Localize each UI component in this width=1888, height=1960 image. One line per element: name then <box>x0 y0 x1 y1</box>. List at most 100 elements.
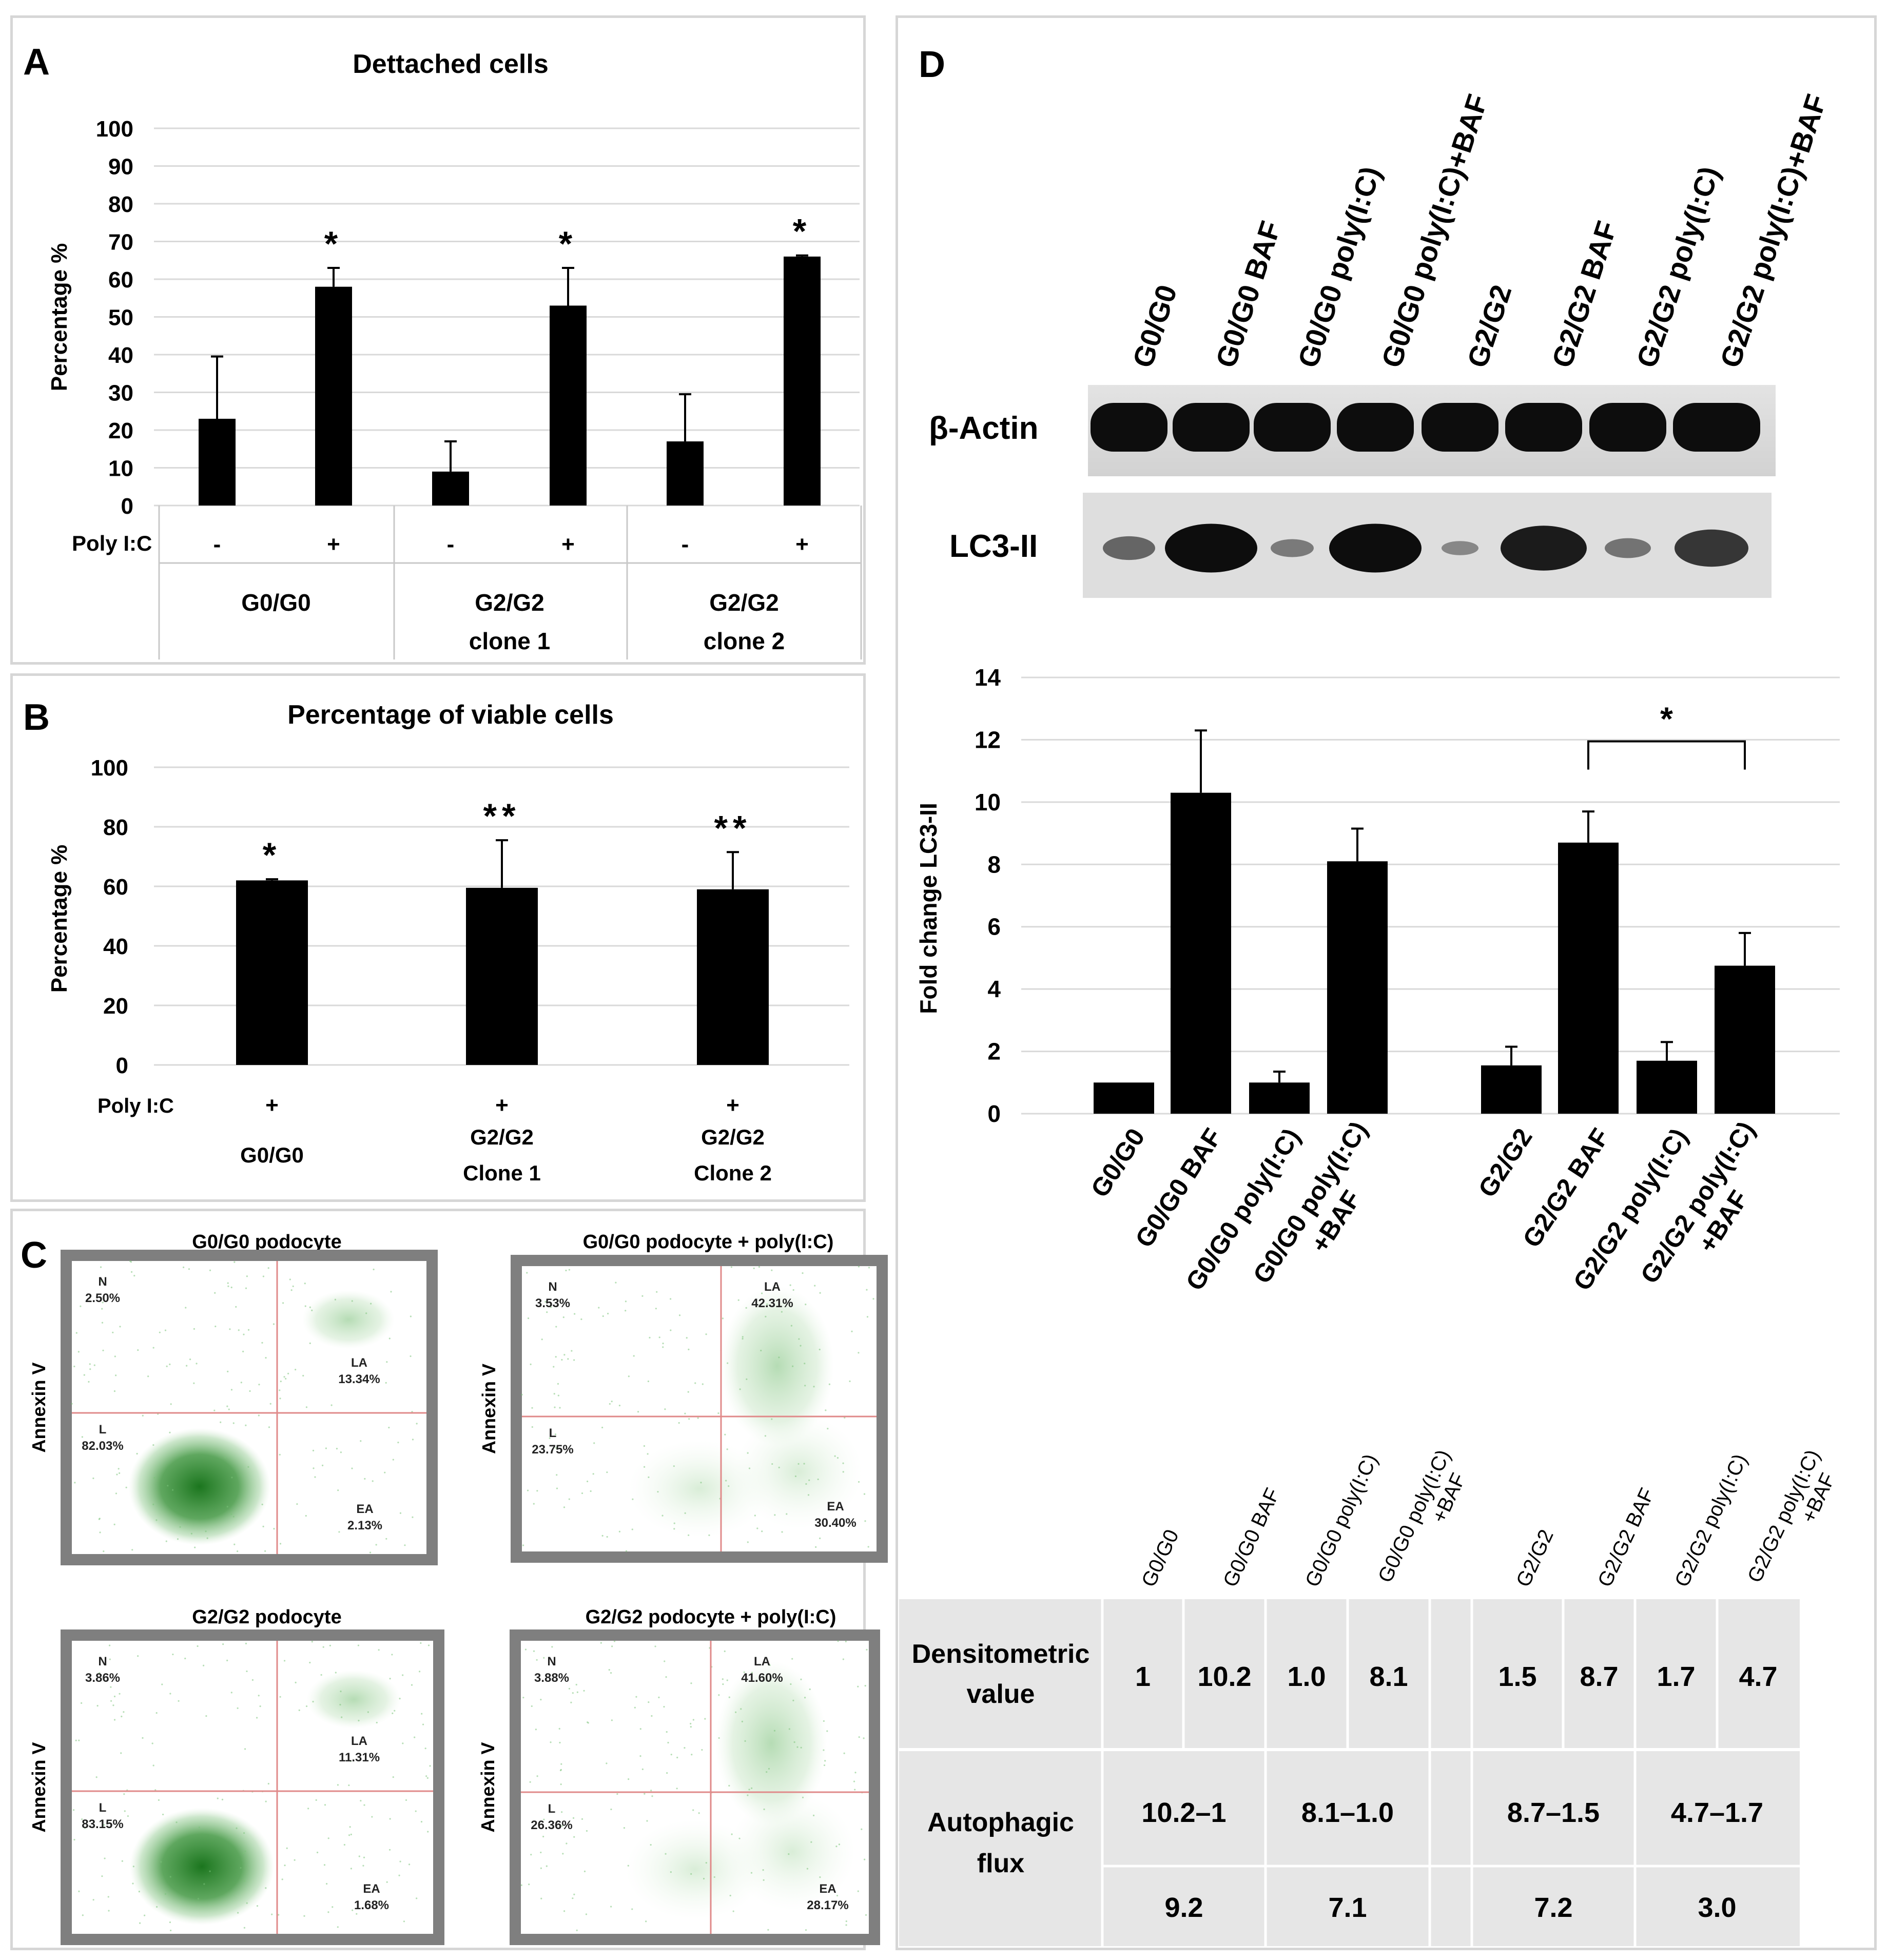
event-dot <box>544 1301 547 1303</box>
event-dot <box>102 1349 104 1351</box>
event-dot <box>209 1870 211 1872</box>
event-dot <box>118 1468 120 1470</box>
quadrant-name: EA <box>363 1882 380 1896</box>
event-dot <box>556 1474 558 1476</box>
event-dot <box>240 1382 242 1384</box>
event-dot <box>373 1268 375 1271</box>
event-dot <box>849 1380 851 1382</box>
event-dot <box>686 1337 688 1339</box>
event-dot <box>230 1286 232 1289</box>
event-dot <box>159 1331 161 1333</box>
event-dot <box>739 1388 741 1390</box>
event-dot <box>246 1275 248 1277</box>
event-dot <box>813 1386 815 1388</box>
event-dot <box>197 1645 199 1647</box>
event-dot <box>256 1905 259 1907</box>
quadrant-percent: 26.36% <box>531 1818 572 1832</box>
event-dot <box>692 1809 694 1811</box>
event-dot <box>858 1481 860 1483</box>
event-dot <box>529 1781 531 1783</box>
event-dot <box>334 1298 337 1301</box>
y-tick-label: 60 <box>103 875 128 900</box>
y-tick-label: 50 <box>108 305 133 331</box>
event-dot <box>703 1877 705 1880</box>
event-dot <box>267 1267 269 1269</box>
event-dot <box>527 1489 529 1491</box>
event-dot <box>744 1740 746 1742</box>
event-dot <box>365 1312 367 1314</box>
y-tick-label: 2 <box>987 1038 1001 1065</box>
y-tick-label: 0 <box>987 1100 1001 1127</box>
event-dot <box>765 1315 767 1317</box>
event-dot <box>827 1428 829 1430</box>
event-dot <box>378 1649 380 1651</box>
event-dot <box>607 1312 609 1315</box>
event-dot <box>718 1737 720 1739</box>
lc3-band <box>1329 523 1422 573</box>
event-dot <box>558 1728 560 1730</box>
category-sign: + <box>726 1093 739 1118</box>
event-dot <box>258 1414 260 1416</box>
bar <box>1327 861 1388 1114</box>
table-column-header: G2/G2 poly(I:C) <box>1670 1450 1751 1590</box>
lc3-band <box>1605 538 1651 558</box>
densitometric-value: 1.0 <box>1287 1661 1326 1692</box>
event-dot <box>427 1831 429 1833</box>
event-dot <box>845 1640 847 1642</box>
event-dot <box>524 1648 527 1651</box>
column-header-line1: G2/G2 <box>1512 1526 1558 1590</box>
column-header-line1: G2/G2 BAF <box>1593 1485 1659 1590</box>
event-dot <box>265 1357 267 1359</box>
event-dot <box>543 1657 545 1659</box>
event-dot <box>593 1442 595 1444</box>
event-dot <box>858 1266 860 1268</box>
event-dot <box>89 1368 91 1370</box>
event-dot <box>836 1894 839 1897</box>
quadrant-name: LA <box>351 1734 367 1748</box>
blot-label-lc3: LC3-II <box>949 529 1038 564</box>
event-dot <box>167 1485 169 1487</box>
event-dot <box>316 1851 319 1854</box>
category-sign: - <box>682 532 689 557</box>
category-label-line1: G2/G2 <box>1473 1123 1538 1202</box>
event-dot <box>155 1519 158 1521</box>
group-label-line2: Clone 2 <box>694 1161 772 1185</box>
event-dot <box>531 1407 533 1409</box>
event-dot <box>655 1308 657 1310</box>
flow-plot: G2/G2 podocyte + poly(I:C) N 3.88% LA 41.60%… <box>477 1606 880 1945</box>
event-dot <box>402 1674 404 1676</box>
event-dot <box>581 1492 583 1495</box>
event-dot <box>285 1377 287 1380</box>
densitometric-label-line1: Densitometric <box>912 1639 1090 1669</box>
event-dot <box>193 1382 195 1384</box>
event-dot <box>98 1518 100 1520</box>
event-dot <box>429 1765 431 1767</box>
event-dot <box>73 1838 75 1841</box>
event-dot <box>554 1433 557 1435</box>
flow-plot: G0/G0 podocyte + poly(I:C) N 3.53% LA 42.31%… <box>478 1231 888 1563</box>
quadrant-percent: 82.03% <box>82 1439 123 1453</box>
event-dot <box>213 1409 216 1411</box>
event-dot <box>93 1364 95 1366</box>
bar <box>1715 965 1775 1114</box>
event-dot <box>573 1836 575 1838</box>
event-dot <box>184 1657 186 1660</box>
event-dot <box>794 1475 797 1478</box>
event-dot <box>73 1365 75 1368</box>
event-dot <box>825 1409 827 1411</box>
y-tick-label: 80 <box>103 815 128 840</box>
group-label-line2: clone 2 <box>704 628 785 654</box>
event-dot <box>113 1390 116 1392</box>
actin-band <box>1589 403 1666 452</box>
event-dot <box>573 1893 575 1895</box>
event-dot <box>563 1506 566 1508</box>
event-dot <box>708 1534 710 1536</box>
event-dot <box>766 1771 768 1773</box>
event-dot <box>78 1890 80 1892</box>
event-dot <box>797 1463 800 1465</box>
event-dot <box>350 1760 352 1762</box>
event-dot <box>77 1351 80 1353</box>
event-dot <box>123 1711 125 1713</box>
event-dot <box>230 1692 232 1694</box>
event-dot <box>667 1741 669 1744</box>
